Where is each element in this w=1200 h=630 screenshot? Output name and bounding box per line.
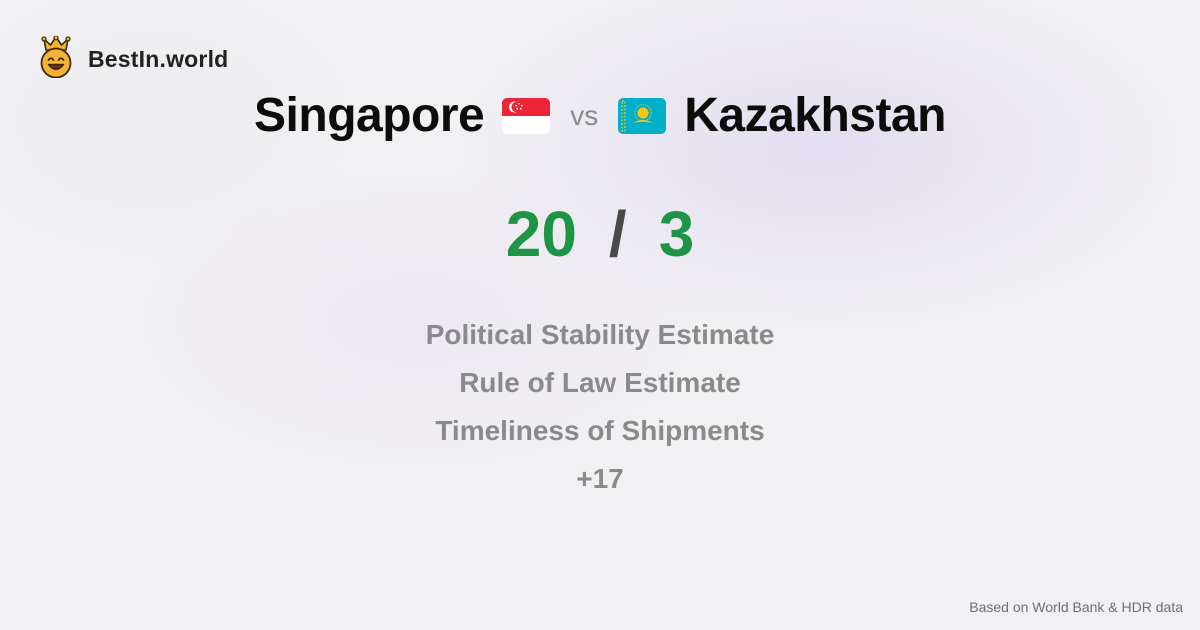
comparison-title: Singapore vs Kazakhstan: [0, 86, 1200, 146]
data-source-note: Based on World Bank & HDR data: [969, 599, 1183, 615]
brand-name: BestIn.world: [88, 46, 229, 72]
metric-list: Political Stability Estimate Rule of Law…: [0, 314, 1200, 506]
singapore-flag-icon: [502, 98, 551, 134]
score-display: 20 / 3: [0, 196, 1200, 272]
metric-item: Political Stability Estimate: [425, 319, 775, 350]
country-b-name[interactable]: Kazakhstan: [684, 89, 946, 142]
score-separator: /: [608, 198, 627, 270]
metric-item: Rule of Law Estimate: [459, 367, 741, 398]
crowned-smiley-icon: [38, 35, 74, 83]
score-b: 3: [658, 198, 695, 270]
vs-label: vs: [570, 100, 599, 131]
brand-logo[interactable]: BestIn.world: [38, 35, 229, 83]
score-a: 20: [505, 198, 577, 270]
metric-item: Timeliness of Shipments: [435, 415, 765, 446]
kazakhstan-flag-icon: [618, 98, 667, 134]
more-metrics-count: +17: [576, 463, 624, 494]
country-a-name[interactable]: Singapore: [254, 89, 485, 142]
